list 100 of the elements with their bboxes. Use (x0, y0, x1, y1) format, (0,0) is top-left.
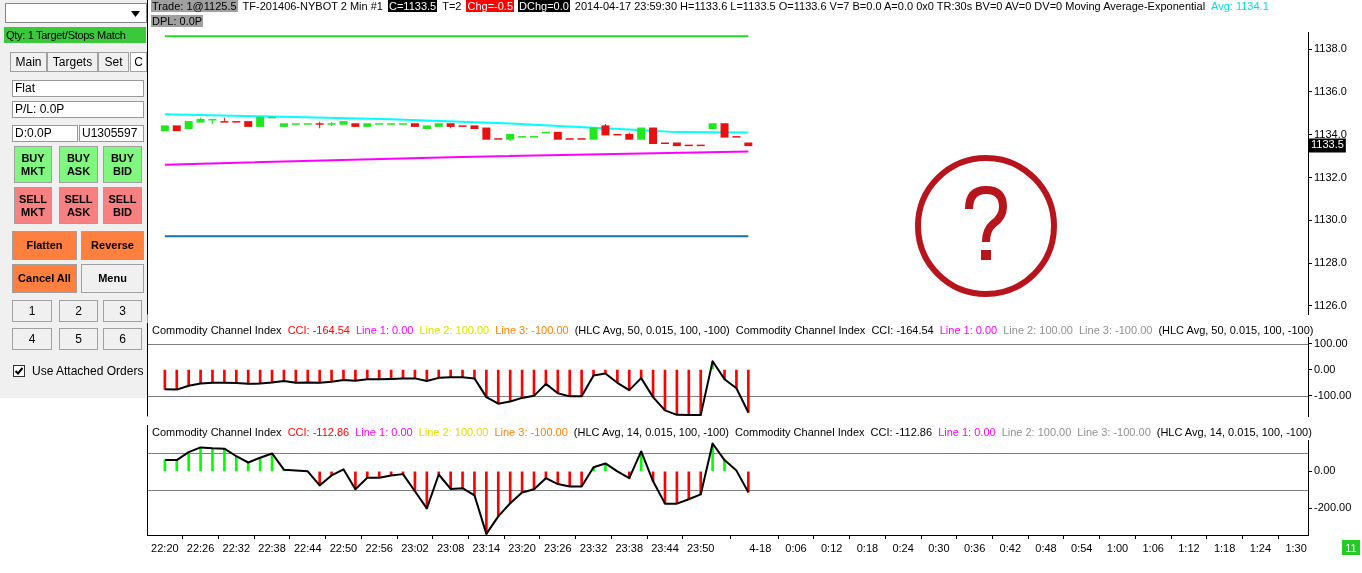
x-tick-label: 22:20 (151, 541, 179, 554)
x-tick-label: 1:30 (1285, 541, 1307, 554)
x-tick-label: 0:18 (856, 541, 879, 554)
label: Use Attached Orders (31, 363, 145, 379)
text: Line 1: 0.00 (355, 324, 415, 336)
x-tick-label: 22:32 (222, 541, 251, 554)
button: 5 (59, 328, 98, 350)
status-bar: Qty: 1 Target/Stops Match (4, 27, 146, 43)
button: Cancel All (12, 264, 77, 293)
text: T=2 (441, 0, 463, 12)
x-tick-label: 23:08 (436, 541, 465, 554)
x-tick-label: 23:26 (544, 541, 572, 554)
x-tick-label: 1:18 (1213, 541, 1236, 554)
x-tick-label: 23:02 (401, 541, 429, 554)
text: C=1133.5 (387, 0, 438, 12)
tab: C (130, 52, 147, 72)
text: (HLC Avg, 50, 0.015, 100, -100) (1157, 324, 1315, 336)
y-tick-label: 1130.0 (1314, 213, 1347, 226)
text: TF-201406-NYBOT 2 Min #1 (241, 0, 384, 12)
tab: Set (98, 52, 129, 72)
button: BUY MKT (14, 146, 52, 183)
button: SELL ASK (59, 187, 98, 224)
chart-title: Commodity Channel Index (151, 324, 283, 336)
text: Line 3: -100.00 (494, 324, 570, 336)
text: Line 1: 0.00 (937, 426, 997, 438)
x-tick-label: 1:00 (1106, 541, 1129, 554)
text: Line 1: 0.00 (354, 426, 414, 438)
x-tick-label: 22:50 (329, 541, 358, 554)
y-tick-label: 1128.0 (1314, 256, 1347, 269)
y-tick-label: 1136.0 (1314, 84, 1347, 97)
y-tick-label: 0.00 (1314, 464, 1336, 477)
y-tick-label: 1134.0 (1314, 127, 1347, 140)
text: Line 3: -100.00 (1076, 426, 1152, 438)
text: CCI: -164.54 (286, 324, 351, 336)
y-tick-label: -100.00 (1314, 388, 1352, 401)
x-tick-label: 23:32 (579, 541, 608, 554)
button: 2 (59, 300, 98, 322)
x-tick-label: 22:44 (293, 541, 322, 554)
text: 11 (1342, 540, 1360, 555)
x-tick-label: 1:24 (1249, 541, 1272, 554)
text: Line 1: 0.00 (938, 324, 999, 336)
y-tick-label: 100.00 (1314, 336, 1348, 349)
x-tick-label: 22:38 (258, 541, 286, 554)
button: BUY BID (103, 146, 142, 183)
text-field: Flat (12, 80, 144, 97)
x-tick-label: 1:06 (1142, 541, 1164, 554)
y-tick-label: -200.00 (1314, 501, 1352, 514)
x-tick-label: 4-18 (749, 541, 772, 554)
text: Line 3: -100.00 (1078, 324, 1154, 336)
button: Reverse (81, 231, 144, 260)
text: CCI: -112.86 (286, 426, 351, 438)
y-tick-label: 1126.0 (1314, 298, 1347, 311)
y-tick-label: 0.00 (1314, 362, 1336, 375)
button: Flatten (12, 231, 77, 260)
x-tick-label: 0:54 (1071, 541, 1093, 554)
text: CCI: -164.54 (870, 324, 935, 336)
text: (HLC Avg, 14, 0.015, 100, -100) (572, 426, 730, 438)
x-tick-label: 23:50 (686, 541, 715, 554)
text-field: U1305597 (79, 125, 144, 142)
button: 4 (12, 328, 52, 350)
text: (HLC Avg, 14, 0.015, 100, -100) (1155, 426, 1313, 438)
x-tick-label: 0:24 (892, 541, 914, 554)
chart-title: Commodity Channel Index (151, 426, 283, 438)
x-tick-label: 0:30 (928, 541, 950, 554)
text: Line 2: 100.00 (418, 324, 491, 336)
text: Avg: 1134.1 (1210, 0, 1270, 12)
tab: Targets (47, 52, 98, 72)
text: Commodity Channel Index (734, 324, 867, 336)
button: 1 (12, 300, 52, 322)
x-tick-label: 23:38 (615, 541, 644, 554)
button: 6 (103, 328, 142, 350)
text: Line 2: 100.00 (1002, 324, 1074, 336)
button: BUY ASK (59, 146, 98, 183)
y-tick-label: 1138.0 (1314, 42, 1347, 55)
y-tick-label: 1132.0 (1314, 170, 1347, 183)
text: Trade: 1@1125.5 (151, 0, 238, 12)
x-tick-label: 0:36 (963, 541, 986, 554)
button: SELL BID (103, 187, 142, 224)
text: Line 2: 100.00 (1000, 426, 1073, 438)
x-tick-label: 23:14 (472, 541, 501, 554)
x-tick-label: 0:06 (785, 541, 807, 554)
text: Chg=-0.5 (466, 0, 515, 12)
x-tick-label: 23:20 (508, 541, 536, 554)
button: SELL MKT (14, 187, 52, 224)
text: DPL: 0.0P (151, 15, 204, 27)
x-tick-label: 0:12 (820, 541, 843, 554)
text: 2014-04-17 23:59:30 H=1133.6 L=1133.5 O=1133.6 V=7 B=0.0 A=0.0 0x0 TR:30s BV=0 AV=0 DV=0 Moving Average-Exponential (573, 0, 1207, 12)
text: CCI: -112.86 (869, 426, 934, 438)
x-tick-label: 23:44 (651, 541, 679, 554)
text: Commodity Channel Index (733, 426, 866, 438)
x-tick-label: 1:12 (1178, 541, 1200, 554)
annotation: 1133.5 (1311, 138, 1344, 151)
x-tick-label: 0:42 (999, 541, 1022, 554)
button: Menu (81, 264, 144, 293)
tab: Main (10, 52, 47, 72)
text: DChg=0.0 (518, 0, 570, 12)
x-tick-label: 22:26 (186, 541, 215, 554)
x-tick-label: 0:48 (1035, 541, 1057, 554)
text-field: P/L: 0.0P (12, 101, 144, 118)
button: 3 (103, 300, 142, 322)
